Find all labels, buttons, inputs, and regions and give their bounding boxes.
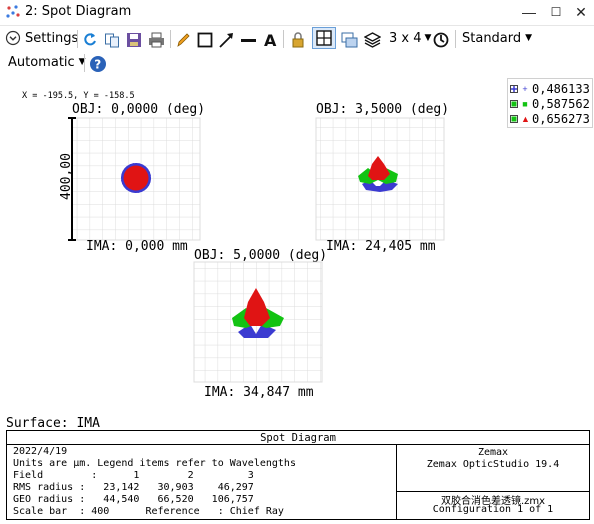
toolbar-row-2: Automatic ▼ ? <box>0 50 594 74</box>
file-name: 双胶合消色差透镜.zmx <box>440 496 546 507</box>
blue-spot-edge <box>121 163 151 193</box>
company-name: Zemax <box>477 447 509 458</box>
info-table-details: 2022/4/19 Units are µm. Legend items ref… <box>7 445 397 519</box>
legend-item-1: + 0,486133 <box>510 81 590 96</box>
scale-bar: 400,00 <box>59 117 76 241</box>
style-dropdown[interactable]: Standard ▼ <box>462 27 532 49</box>
spot-field-1-ima: IMA: 0,000 mm <box>86 239 188 254</box>
text-icon[interactable]: A <box>262 29 278 51</box>
scale-bar-label: 400,00 <box>59 153 74 200</box>
divider <box>283 30 284 48</box>
legend-swatch <box>510 84 518 93</box>
maximize-button[interactable]: ☐ <box>550 5 562 19</box>
info-table: Spot Diagram 2022/4/19 Units are µm. Leg… <box>6 430 590 520</box>
spot-diagram-plot[interactable]: X = -195.5, Y = -158.5 OBJ: 0,0000 (deg)… <box>0 76 594 432</box>
divider <box>77 30 78 48</box>
pencil-icon[interactable] <box>175 29 191 51</box>
title-bar: 2: Spot Diagram — ☐ ✕ <box>0 0 594 26</box>
info-table-title: Spot Diagram <box>7 431 589 445</box>
spot-field-2: OBJ: 3,5000 (deg) IMA: 24,405 mm <box>315 102 449 254</box>
info-date: 2022/4/19 <box>13 446 68 457</box>
legend-label-1: 0,486133 <box>532 81 590 96</box>
blue-spot-tail <box>376 186 380 192</box>
line-icon[interactable] <box>240 29 257 51</box>
info-table-meta: Zemax Zemax OpticStudio 19.4 双胶合消色差透镜.zm… <box>397 445 589 519</box>
red-spot <box>244 288 270 326</box>
spot-field-3: OBJ: 5,0000 (deg) IMA: 34,847 mm <box>193 248 327 400</box>
svg-text:A: A <box>264 31 277 50</box>
window-title: 2: Spot Diagram <box>25 4 132 19</box>
red-spot <box>123 165 149 191</box>
legend-swatch <box>510 99 518 108</box>
print-icon[interactable] <box>148 29 165 51</box>
product-name: Zemax OpticStudio 19.4 <box>426 459 560 470</box>
refresh-icon[interactable] <box>82 29 98 51</box>
spot-diagram-canvas: X = -195.5, Y = -158.5 OBJ: 0,0000 (deg)… <box>22 91 449 400</box>
dropdown-caret-icon: ▼ <box>424 33 432 43</box>
mode-label: Automatic <box>8 54 75 70</box>
cursor-readout: X = -195.5, Y = -158.5 <box>22 91 135 101</box>
lock-icon[interactable] <box>290 29 306 51</box>
configuration: Configuration 1 of 1 <box>432 504 554 515</box>
dropdown-caret-icon: ▼ <box>525 33 533 43</box>
spot-field-2-obj: OBJ: 3,5000 (deg) <box>316 102 449 117</box>
toolbar: Settings A <box>0 26 594 50</box>
spot-field-1: OBJ: 0,0000 (deg) 400,00 IMA: 0,000 mm <box>59 102 205 254</box>
mode-dropdown[interactable]: Automatic ▼ <box>8 51 86 73</box>
info-units: Units are µm. Legend items refer to Wave… <box>13 458 296 469</box>
legend-item-3: ▲ 0,656273 <box>510 111 590 126</box>
spot-field-1-obj: OBJ: 0,0000 (deg) <box>72 102 205 117</box>
triangle-marker-icon: ▲ <box>521 113 530 124</box>
power-clock-icon[interactable] <box>433 29 449 51</box>
legend-label-2: 0,587562 <box>532 96 590 111</box>
help-icon[interactable]: ? <box>89 53 107 75</box>
grid-toggle-button[interactable] <box>312 27 336 49</box>
info-rms-radius: RMS radius : 23,142 30,903 46,297 <box>13 482 254 493</box>
settings-label: Settings <box>25 30 79 46</box>
layout-label: 3 x 4 <box>389 30 422 46</box>
chevron-down-circle-icon <box>5 30 21 46</box>
legend-swatch <box>510 114 518 123</box>
divider <box>84 54 85 72</box>
divider <box>455 30 456 48</box>
rectangle-icon[interactable] <box>197 29 213 51</box>
close-button[interactable]: ✕ <box>575 4 587 20</box>
save-icon[interactable] <box>126 29 142 51</box>
plus-marker-icon: + <box>522 83 528 94</box>
dropdown-caret-icon: ▼ <box>78 57 86 67</box>
windows-icon[interactable] <box>341 29 358 51</box>
info-geo-radius: GEO radius : 44,540 66,520 106,757 <box>13 494 254 505</box>
divider <box>397 491 589 492</box>
minimize-button[interactable]: — <box>522 4 536 20</box>
info-scale-bar: Scale bar : 400 Reference : Chief Ray <box>13 506 284 517</box>
layers-icon[interactable] <box>364 29 381 51</box>
legend-item-2: ■ 0,587562 <box>510 96 590 111</box>
style-label: Standard <box>462 30 522 46</box>
svg-text:?: ? <box>94 58 101 72</box>
spot-field-3-ima: IMA: 34,847 mm <box>204 385 314 400</box>
wavelength-legend: + 0,486133 ■ 0,587562 ▲ 0,656273 <box>507 78 593 128</box>
info-field: Field : 1 2 3 <box>13 470 254 481</box>
spot-field-3-obj: OBJ: 5,0000 (deg) <box>194 248 327 263</box>
divider <box>170 30 171 48</box>
settings-button[interactable]: Settings <box>5 27 78 49</box>
copy-icon[interactable] <box>104 29 120 51</box>
layout-dropdown[interactable]: 3 x 4 ▼ <box>389 27 431 49</box>
crosshair-grid-icon <box>316 30 332 46</box>
surface-label: Surface: IMA <box>6 416 100 431</box>
square-marker-icon: ■ <box>522 98 528 109</box>
red-spot <box>368 156 390 180</box>
arrow-icon[interactable] <box>218 29 235 51</box>
legend-label-3: 0,656273 <box>532 111 590 126</box>
spot-diagram-icon <box>6 5 20 18</box>
spot-field-2-ima: IMA: 24,405 mm <box>326 239 436 254</box>
